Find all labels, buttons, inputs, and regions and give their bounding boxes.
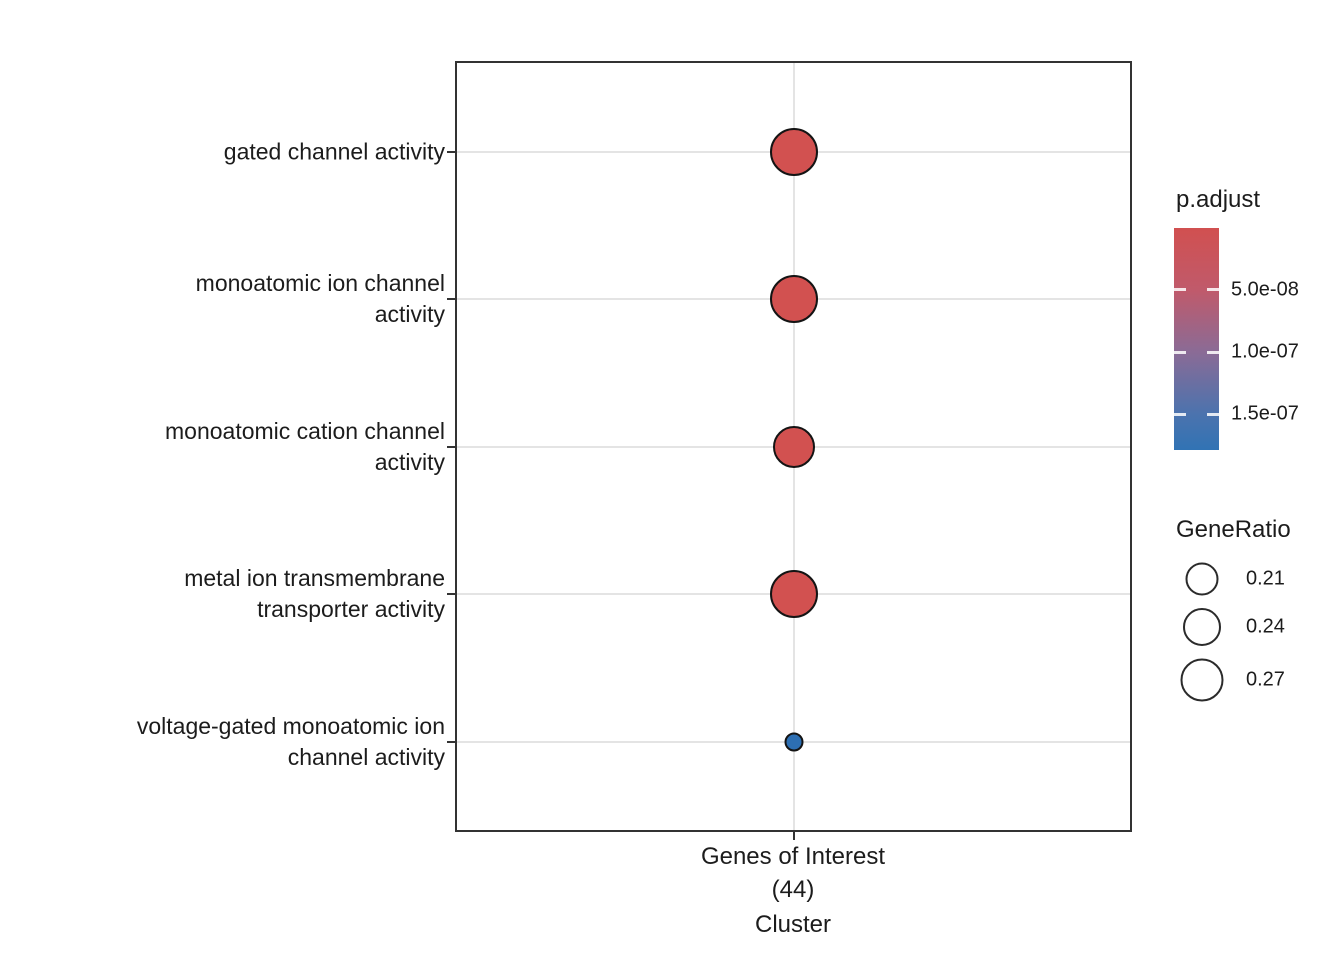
- y-axis-label: metal ion transmembrane transporter acti…: [184, 565, 445, 622]
- y-axis-tick: [447, 445, 455, 448]
- gradient-tick-mark-left: [1174, 412, 1186, 416]
- padjust-legend-title: p.adjust: [1176, 186, 1261, 213]
- gradient-tick-mark-right: [1207, 288, 1219, 292]
- gradient-tick-mark-right: [1207, 350, 1219, 354]
- data-point-dot: [784, 732, 804, 751]
- x-axis-tick: [793, 832, 795, 840]
- data-point-dot: [770, 127, 818, 176]
- padjust-tick-label: 5.0e-08: [1231, 278, 1299, 301]
- x-tick-label: Genes of Interest (44): [700, 843, 886, 903]
- generatio-legend-title: GeneRatio: [1176, 516, 1291, 543]
- y-axis-label: gated channel activity: [223, 138, 445, 164]
- gradient-tick-mark-left: [1174, 288, 1186, 292]
- data-point-dot: [770, 275, 818, 323]
- y-axis-label: voltage-gated monoatomic ion channel act…: [136, 712, 445, 770]
- data-point-dot: [770, 570, 818, 618]
- padjust-gradient-bar: [1174, 228, 1219, 450]
- y-axis-label: monoatomic ion channel activity: [195, 270, 445, 327]
- generatio-legend-circle: [1185, 562, 1219, 596]
- gradient-tick-mark-left: [1174, 350, 1186, 354]
- gradient-tick-mark-right: [1207, 412, 1219, 416]
- generatio-legend-circle: [1183, 608, 1221, 646]
- x-axis-title: Cluster: [754, 911, 832, 938]
- y-axis-tick: [447, 298, 455, 300]
- data-point-dot: [773, 425, 815, 468]
- y-axis-tick: [447, 740, 455, 743]
- padjust-tick-label: 1.5e-07: [1231, 402, 1299, 425]
- generatio-legend-label: 0.24: [1246, 615, 1285, 638]
- generatio-legend-label: 0.27: [1246, 668, 1285, 691]
- y-axis-tick: [447, 150, 455, 153]
- generatio-legend-circle: [1180, 658, 1224, 702]
- y-axis-tick: [447, 593, 455, 595]
- y-axis-label: monoatomic cation channel activity: [165, 417, 445, 475]
- generatio-legend-label: 0.21: [1246, 567, 1285, 590]
- padjust-tick-label: 1.0e-07: [1231, 340, 1299, 363]
